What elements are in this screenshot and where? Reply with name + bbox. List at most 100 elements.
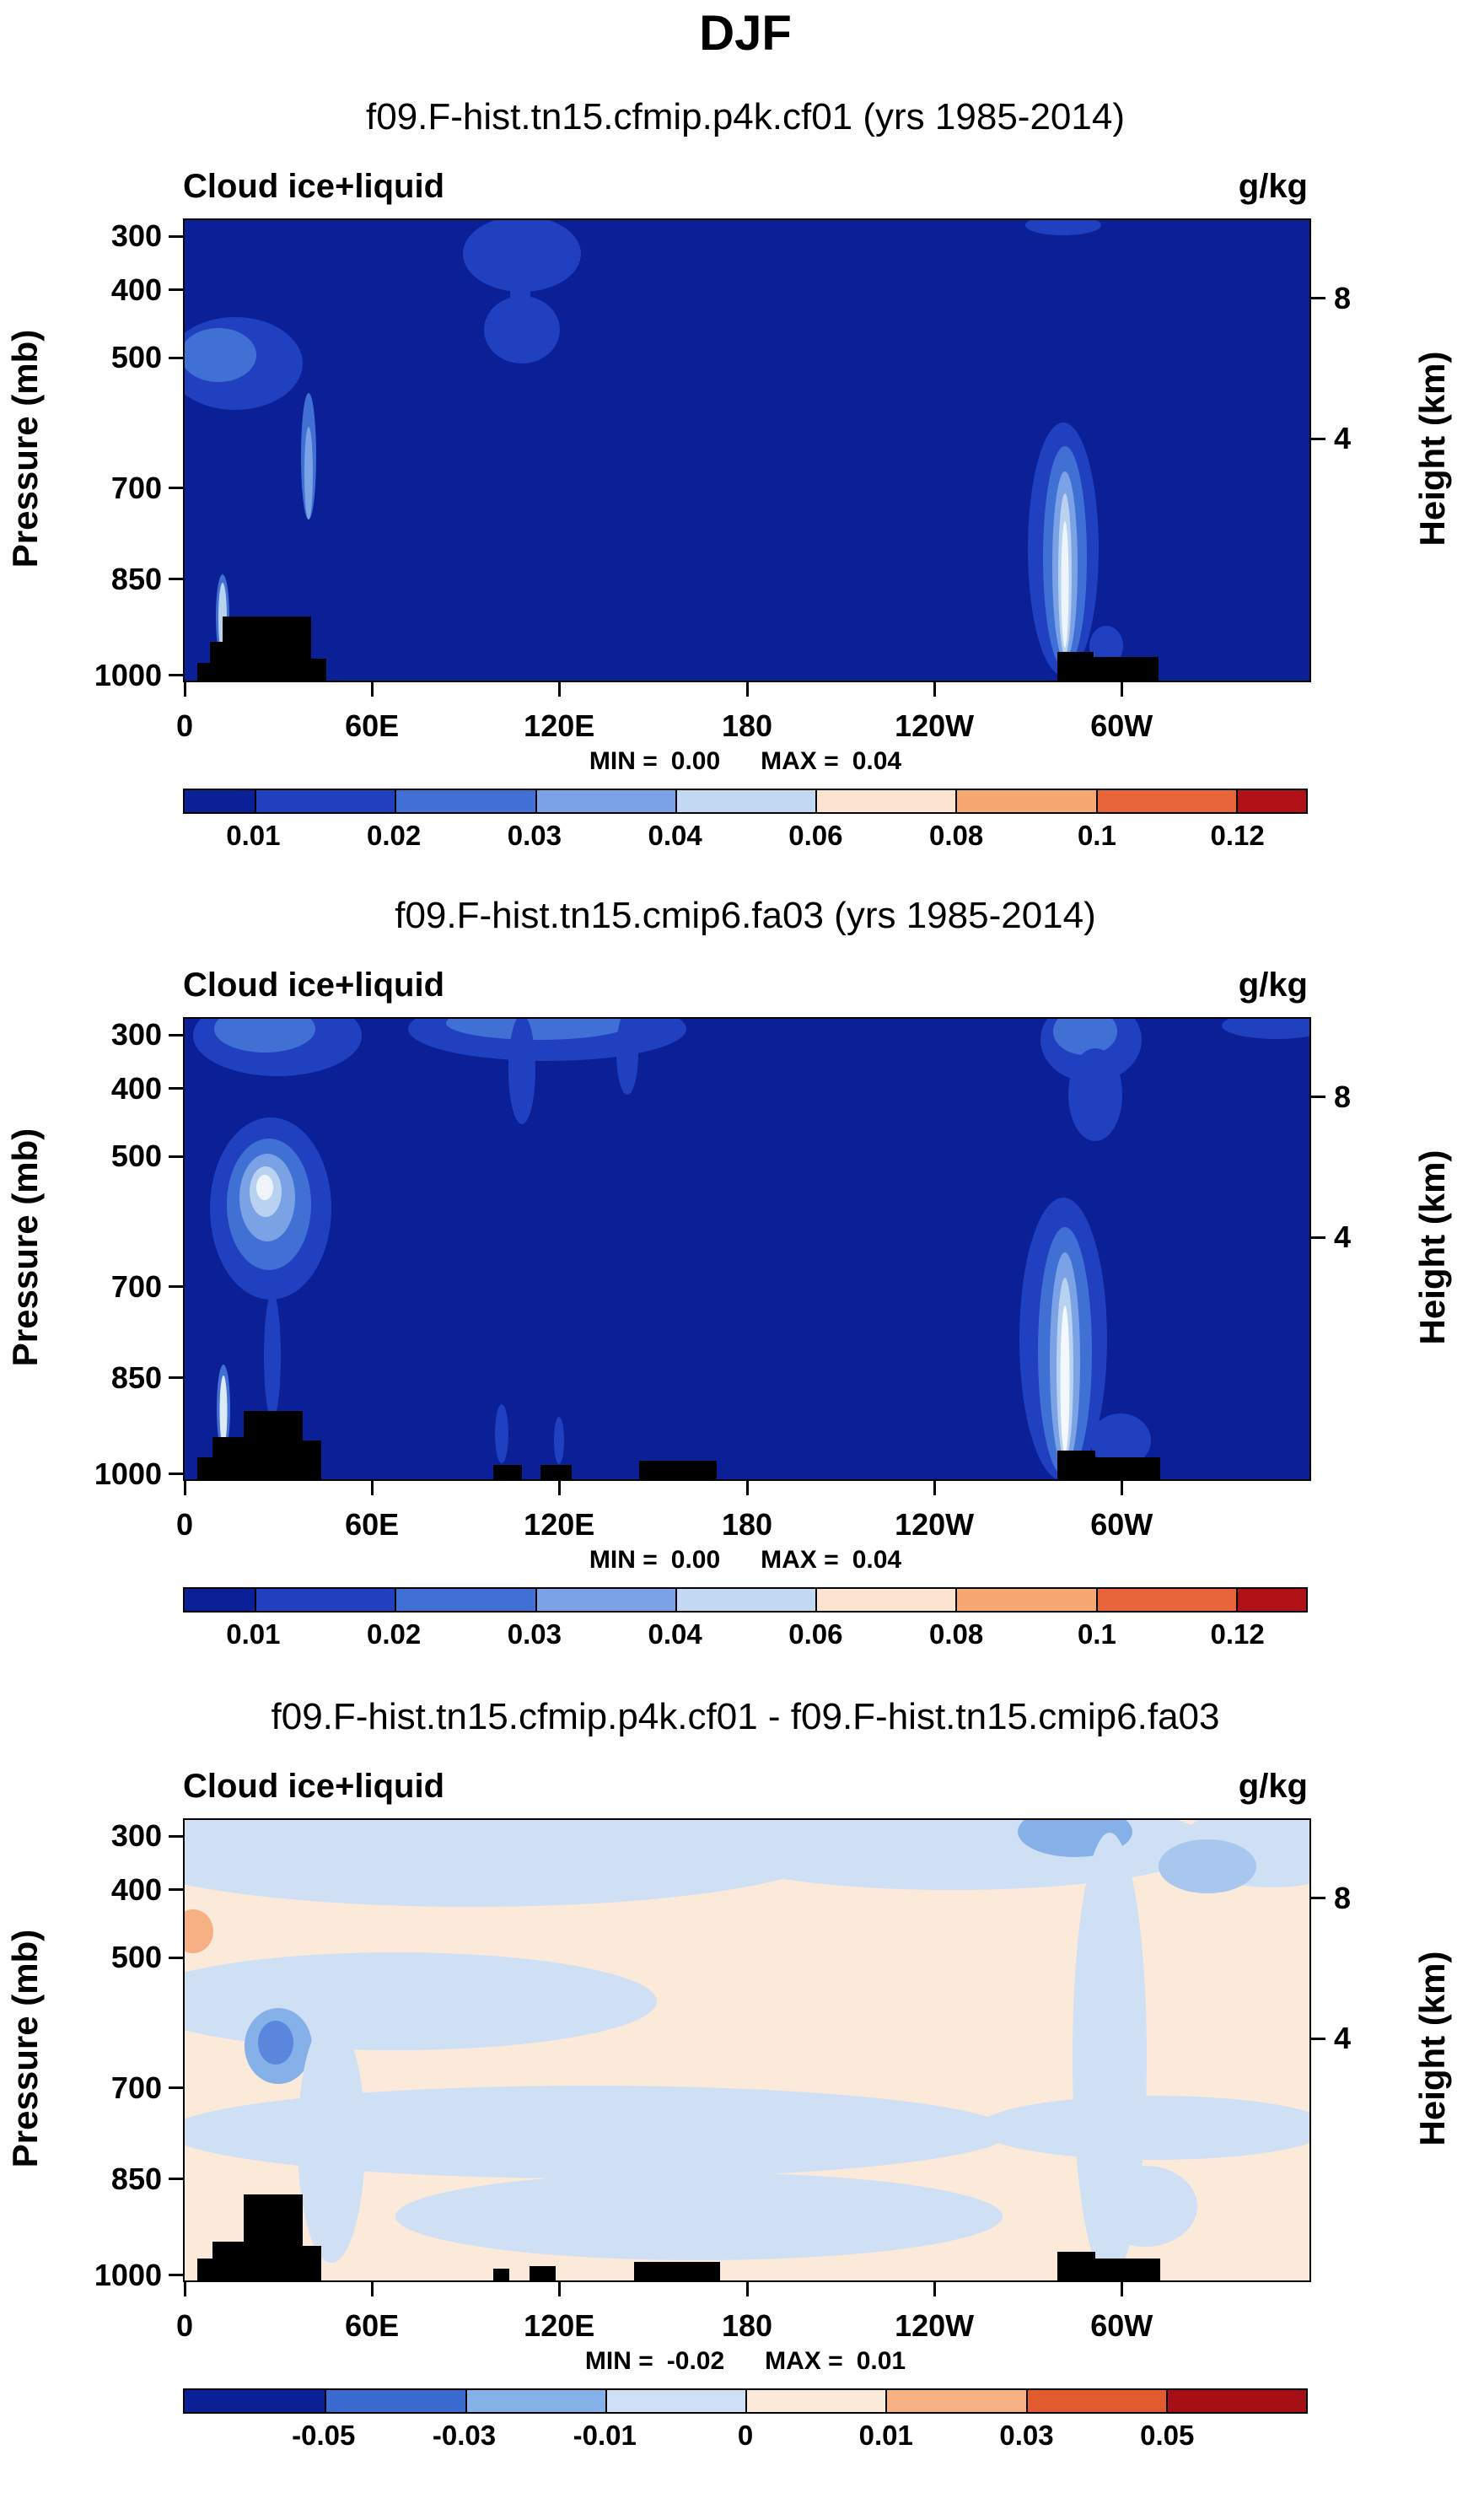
colorbar-tick-label: 0.04 (648, 820, 702, 851)
max-value: 0.04 (852, 747, 902, 775)
colorbar-tick-label: 0 (737, 2420, 754, 2451)
pressure-tick (169, 1956, 183, 1959)
pressure-axis-title: Pressure (mb) (5, 1128, 45, 1367)
height-tick (1311, 437, 1325, 440)
longitude-tick (1120, 2282, 1123, 2296)
panel-subtitle: f09.F-hist.tn15.cmip6.fa03 (yrs 1985-201… (395, 895, 1096, 936)
colorbar-segment (465, 2390, 605, 2412)
longitude-tick (745, 1481, 749, 1495)
colorbar-tick-label: 0.06 (788, 820, 843, 851)
field-row: Cloud ice+liquid g/kg (183, 966, 1308, 1004)
colorbar-segment (185, 2390, 325, 2412)
longitude-tick (745, 682, 749, 697)
longitude-tick-label: 180 (721, 2308, 773, 2343)
colorbar-tick-label: 0.05 (1140, 2420, 1195, 2451)
pressure-tick (169, 234, 183, 238)
colorbar-tick-label: 0.02 (367, 820, 422, 851)
pressure-tick (169, 1285, 183, 1289)
colorbar-tick-label: 0.12 (1210, 820, 1265, 851)
longitude-tick-label: 120W (895, 2308, 975, 2343)
colorbar-labels-main-2: 0.01 0.02 0.03 0.04 0.06 0.08 0.1 0.12 (183, 1618, 1308, 1654)
panel-subtitle: f09.F-hist.tn15.cfmip.p4k.cf01 - f09.F-h… (271, 1696, 1220, 1737)
colorbar-segment (185, 1589, 255, 1611)
colorbar-segment (675, 1589, 816, 1611)
minmax-stats: MIN = 0.00 MAX = 0.04 (183, 1546, 1308, 1575)
pressure-tick (169, 1888, 183, 1892)
pressure-tick-label: 700 (110, 470, 162, 505)
colorbar-segment (815, 1589, 956, 1611)
height-tick (1311, 2037, 1325, 2040)
pressure-tick-label: 1000 (94, 1456, 162, 1491)
colorbar-diff (183, 2388, 1308, 2414)
pressure-axis-title: Pressure (mb) (5, 329, 45, 568)
colorbar-segment (1095, 1589, 1236, 1611)
cross-section-plot-1: 300 400 500 700 850 1000 8 4 0 60E 120E 180 120W 60W (94, 218, 1351, 743)
height-axis-title: Height (km) (1412, 1951, 1452, 2146)
field-svg (185, 220, 1309, 681)
colorbar-segment (255, 1589, 395, 1611)
min-value: 0.00 (670, 747, 721, 775)
longitude-tick-label: 120E (524, 2308, 595, 2343)
min-label: MIN = (589, 747, 658, 775)
pressure-tick (169, 1473, 183, 1476)
topography (197, 1411, 1160, 1479)
pressure-tick (169, 2086, 183, 2090)
cross-section-plot-2: 300 400 500 700 850 1000 8 4 0 60E 120E 180 120W 60W (94, 1017, 1351, 1542)
longitude-tick (1120, 1481, 1123, 1495)
pressure-tick-label: 500 (110, 340, 162, 375)
max-label: MAX = (765, 2347, 843, 2375)
colorbar-tick-label: 0.01 (858, 2420, 913, 2451)
min-label: MIN = (584, 2347, 653, 2375)
longitude-tick-label: 180 (721, 1507, 773, 1542)
height-tick-label: 4 (1334, 1220, 1352, 1255)
height-tick (1311, 297, 1325, 300)
colorbar-tick-label: 0.03 (999, 2420, 1054, 2451)
pressure-tick-label: 300 (110, 218, 162, 254)
colorbar-tick-label: 0.08 (929, 1618, 984, 1650)
colorbar-tick-label: 0.06 (788, 1618, 843, 1650)
pressure-tick (169, 487, 183, 490)
longitude-tick (1120, 682, 1123, 697)
colorbar-labels-diff: -0.05 -0.03 -0.01 0 0.01 0.03 0.05 (183, 2420, 1308, 2455)
longitude-tick-label: 60W (1090, 708, 1153, 743)
colorbar-segment (535, 1589, 675, 1611)
longitude-tick-label: 60W (1090, 1507, 1153, 1542)
colorbar-segment (955, 1589, 1096, 1611)
colorbar-segment (1235, 790, 1306, 812)
longitude-tick (370, 2282, 374, 2296)
colorbar-main-2 (183, 1587, 1308, 1613)
height-tick (1311, 1897, 1325, 1900)
colorbar-segment (185, 790, 255, 812)
colorbar-tick-label: -0.03 (432, 2420, 497, 2451)
colorbar-segment (815, 790, 956, 812)
pressure-tick-label: 850 (110, 561, 162, 596)
colorbar-segment (395, 790, 535, 812)
colorbar-tick-label: 0.08 (929, 820, 984, 851)
pressure-tick-label: 400 (110, 1070, 162, 1106)
height-tick-label: 8 (1334, 1880, 1352, 1915)
min-value: 0.00 (670, 1546, 721, 1574)
minmax-stats: MIN = 0.00 MAX = 0.04 (183, 747, 1308, 776)
colorbar-segment (955, 790, 1096, 812)
longitude-tick-label: 60E (345, 1507, 400, 1542)
colorbar-main-1 (183, 789, 1308, 814)
min-value: -0.02 (666, 2347, 725, 2375)
colorbar-segment (885, 2390, 1026, 2412)
longitude-tick-label: 0 (175, 2308, 194, 2343)
field-label: Cloud ice+liquid (183, 167, 445, 205)
longitude-tick-label: 120E (524, 708, 595, 743)
longitude-tick (370, 1481, 374, 1495)
pressure-tick (169, 578, 183, 581)
height-tick (1311, 1236, 1325, 1239)
panel-subtitle: f09.F-hist.tn15.cfmip.p4k.cf01 (yrs 1985… (366, 96, 1125, 137)
colorbar-segment (325, 2390, 465, 2412)
pressure-tick-label: 700 (110, 2070, 162, 2105)
pressure-tick-label: 500 (110, 1940, 162, 1975)
colorbar-segment (1235, 1589, 1306, 1611)
height-tick-label: 4 (1334, 2021, 1352, 2056)
field-row: Cloud ice+liquid g/kg (183, 167, 1308, 206)
pressure-tick (169, 674, 183, 677)
longitude-tick (933, 1481, 936, 1495)
colorbar-segment (1165, 2390, 1306, 2412)
